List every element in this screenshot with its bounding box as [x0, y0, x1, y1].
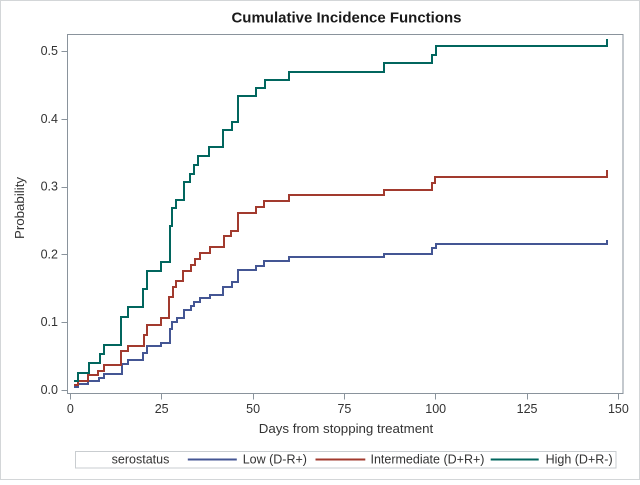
svg-text:0.2: 0.2 — [41, 247, 58, 261]
svg-text:0.4: 0.4 — [41, 112, 58, 126]
svg-text:0.1: 0.1 — [41, 315, 58, 329]
svg-text:0: 0 — [67, 402, 74, 416]
svg-text:50: 50 — [246, 402, 260, 416]
svg-text:Intermediate (D+R+): Intermediate (D+R+) — [371, 453, 485, 467]
svg-text:150: 150 — [608, 402, 629, 416]
svg-text:0.3: 0.3 — [41, 180, 58, 194]
svg-text:serostatus: serostatus — [112, 453, 170, 467]
svg-text:125: 125 — [517, 402, 538, 416]
svg-text:Low (D-R+): Low (D-R+) — [243, 453, 307, 467]
svg-text:75: 75 — [337, 402, 351, 416]
svg-text:Cumulative Incidence Functions: Cumulative Incidence Functions — [231, 10, 461, 27]
svg-text:25: 25 — [155, 402, 169, 416]
svg-text:Days from stopping treatment: Days from stopping treatment — [259, 421, 434, 436]
svg-text:0.5: 0.5 — [41, 44, 58, 58]
svg-text:100: 100 — [425, 402, 446, 416]
svg-text:0.0: 0.0 — [41, 383, 58, 397]
svg-text:Probability: Probability — [12, 177, 27, 239]
svg-text:High (D+R-): High (D+R-) — [546, 453, 613, 467]
